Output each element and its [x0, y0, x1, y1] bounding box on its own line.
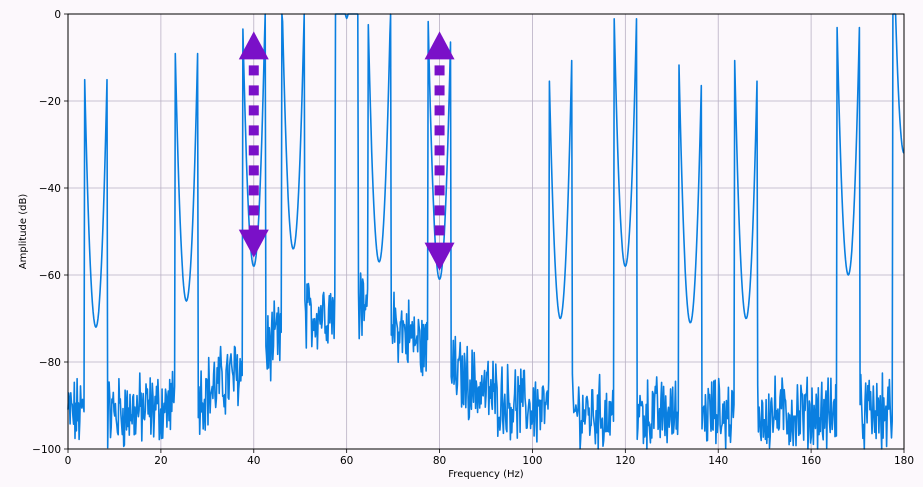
arrow-dash: [434, 165, 445, 176]
double-arrow-1: [238, 31, 269, 258]
arrow-dash: [434, 225, 445, 236]
arrow-dash: [434, 85, 445, 96]
x-tick-label: 60: [340, 455, 353, 467]
arrow-dash: [434, 125, 445, 136]
arrow-dash: [434, 205, 445, 216]
arrowhead-up: [238, 31, 269, 60]
x-tick-label: 100: [522, 455, 542, 467]
y-tick-label: −40: [39, 183, 61, 195]
series-line: [67, 13, 905, 450]
x-tick-label: 80: [433, 455, 446, 467]
arrow-dash: [434, 65, 445, 76]
arrow-dash: [434, 145, 445, 156]
arrowhead-down: [424, 242, 455, 271]
x-tick-label: 0: [65, 455, 72, 467]
series-layer: [67, 13, 905, 450]
arrow-dash: [434, 105, 445, 116]
x-tick-label: 140: [708, 455, 728, 467]
arrow-dash: [248, 105, 259, 116]
y-tick-label: −60: [39, 270, 61, 282]
arrow-dash: [248, 225, 259, 236]
arrow-dash: [434, 185, 445, 196]
plot-frame: [67, 13, 905, 450]
arrow-dash: [248, 165, 259, 176]
x-axis-label: Frequency (Hz): [448, 469, 524, 480]
tick-layer: 0 20 40 60 80 100 120 140 160 180 0 −20 −40 −60 −80 −10…: [32, 9, 914, 467]
arrow-dash: [248, 65, 259, 76]
arrow-dash: [248, 205, 259, 216]
x-tick-label: 120: [615, 455, 635, 467]
arrow-dash: [248, 145, 259, 156]
arrowhead-up: [424, 31, 455, 60]
arrow-dash: [248, 85, 259, 96]
y-tick-label: −20: [39, 96, 61, 108]
x-tick-label: 40: [247, 455, 260, 467]
x-tick-label: 20: [154, 455, 167, 467]
arrow-dash: [248, 125, 259, 136]
y-tick-label: −100: [32, 444, 61, 456]
x-tick-label: 160: [801, 455, 821, 467]
arrowhead-down: [238, 229, 269, 258]
y-tick-label: −80: [39, 357, 61, 369]
y-axis-label: Amplitude (dB): [18, 194, 29, 270]
annotation-layer: [238, 31, 455, 271]
arrow-dash: [248, 185, 259, 196]
double-arrow-2: [424, 31, 455, 271]
x-tick-label: 180: [894, 455, 914, 467]
y-tick-label: 0: [54, 9, 61, 21]
